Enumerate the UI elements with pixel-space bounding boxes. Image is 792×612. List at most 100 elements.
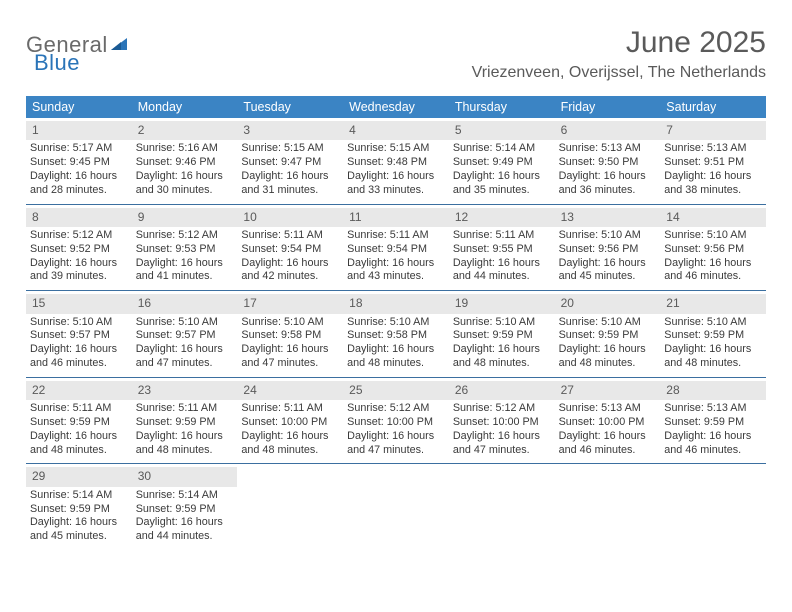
daylight-text-2: and 48 minutes. [347, 357, 445, 371]
daylight-text-2: and 38 minutes. [664, 184, 762, 198]
day-number: 27 [555, 381, 661, 400]
page-header: General Blue June 2025 Vriezenveen, Over… [26, 26, 766, 82]
sunrise-text: Sunrise: 5:10 AM [664, 229, 762, 243]
daylight-text-2: and 41 minutes. [136, 270, 234, 284]
day-number: 16 [132, 294, 238, 313]
sunrise-text: Sunrise: 5:10 AM [559, 229, 657, 243]
calendar-day-empty [237, 464, 343, 550]
day-number: 21 [660, 294, 766, 313]
sunset-text: Sunset: 9:46 PM [136, 156, 234, 170]
daylight-text-1: Daylight: 16 hours [30, 257, 128, 271]
sunrise-text: Sunrise: 5:17 AM [30, 142, 128, 156]
day-number: 29 [26, 467, 132, 486]
sunset-text: Sunset: 9:57 PM [136, 329, 234, 343]
calendar-day: 7Sunrise: 5:13 AMSunset: 9:51 PMDaylight… [660, 118, 766, 204]
daylight-text-2: and 43 minutes. [347, 270, 445, 284]
calendar-day: 28Sunrise: 5:13 AMSunset: 9:59 PMDayligh… [660, 378, 766, 464]
sunset-text: Sunset: 9:58 PM [241, 329, 339, 343]
sunset-text: Sunset: 9:55 PM [453, 243, 551, 257]
calendar-day-empty [660, 464, 766, 550]
daylight-text-1: Daylight: 16 hours [347, 430, 445, 444]
daylight-text-2: and 48 minutes. [559, 357, 657, 371]
calendar-day: 26Sunrise: 5:12 AMSunset: 10:00 PMDaylig… [449, 378, 555, 464]
daylight-text-1: Daylight: 16 hours [241, 170, 339, 184]
calendar-day: 16Sunrise: 5:10 AMSunset: 9:57 PMDayligh… [132, 291, 238, 377]
sunrise-text: Sunrise: 5:12 AM [30, 229, 128, 243]
calendar-day: 14 Sunrise: 5:10 AMSunset: 9:56 PMDayligh… [660, 205, 766, 291]
daylight-text-2: and 45 minutes. [559, 270, 657, 284]
sunrise-text: Sunrise: 5:11 AM [453, 229, 551, 243]
day-number: 18 [343, 294, 449, 313]
day-number: 10 [237, 208, 343, 227]
sunset-text: Sunset: 9:56 PM [664, 243, 762, 257]
day-number: 14 [660, 208, 766, 227]
sunset-text: Sunset: 9:59 PM [664, 329, 762, 343]
day-number: 2 [132, 121, 238, 140]
day-number: 11 [343, 208, 449, 227]
daylight-text-1: Daylight: 16 hours [664, 257, 762, 271]
daylight-text-1: Daylight: 16 hours [241, 257, 339, 271]
sunset-text: Sunset: 10:00 PM [347, 416, 445, 430]
daylight-text-1: Daylight: 16 hours [559, 170, 657, 184]
sunrise-text: Sunrise: 5:10 AM [347, 316, 445, 330]
day-number: 24 [237, 381, 343, 400]
day-number: 7 [660, 121, 766, 140]
sunrise-text: Sunrise: 5:10 AM [559, 316, 657, 330]
daylight-text-1: Daylight: 16 hours [136, 430, 234, 444]
sunrise-text: Sunrise: 5:14 AM [453, 142, 551, 156]
sunrise-text: Sunrise: 5:13 AM [559, 142, 657, 156]
daylight-text-2: and 46 minutes. [664, 270, 762, 284]
calendar-day: 24Sunrise: 5:11 AMSunset: 10:00 PMDaylig… [237, 378, 343, 464]
daylight-text-2: and 47 minutes. [453, 444, 551, 458]
daylight-text-1: Daylight: 16 hours [347, 343, 445, 357]
day-number: 9 [132, 208, 238, 227]
sunset-text: Sunset: 9:47 PM [241, 156, 339, 170]
title-block: June 2025 Vriezenveen, Overijssel, The N… [472, 26, 766, 82]
daylight-text-2: and 47 minutes. [241, 357, 339, 371]
daylight-text-1: Daylight: 16 hours [559, 343, 657, 357]
sunset-text: Sunset: 9:53 PM [136, 243, 234, 257]
sunrise-text: Sunrise: 5:10 AM [136, 316, 234, 330]
sunrise-text: Sunrise: 5:14 AM [30, 489, 128, 503]
daylight-text-1: Daylight: 16 hours [136, 257, 234, 271]
calendar-day: 18Sunrise: 5:10 AMSunset: 9:58 PMDayligh… [343, 291, 449, 377]
sunrise-text: Sunrise: 5:13 AM [664, 402, 762, 416]
daylight-text-1: Daylight: 16 hours [30, 430, 128, 444]
day-number: 23 [132, 381, 238, 400]
day-number: 22 [26, 381, 132, 400]
calendar-day: 20Sunrise: 5:10 AMSunset: 9:59 PMDayligh… [555, 291, 661, 377]
calendar-day: 8Sunrise: 5:12 AMSunset: 9:52 PMDaylight… [26, 205, 132, 291]
daylight-text-2: and 33 minutes. [347, 184, 445, 198]
daylight-text-2: and 28 minutes. [30, 184, 128, 198]
sunrise-text: Sunrise: 5:12 AM [136, 229, 234, 243]
daylight-text-1: Daylight: 16 hours [241, 343, 339, 357]
calendar-page: General Blue June 2025 Vriezenveen, Over… [0, 0, 792, 550]
daylight-text-2: and 31 minutes. [241, 184, 339, 198]
logo-text-blue-wrap: Blue [34, 50, 80, 76]
daylight-text-2: and 46 minutes. [664, 444, 762, 458]
weekday-monday: Monday [132, 96, 238, 118]
weekday-tuesday: Tuesday [237, 96, 343, 118]
day-number: 13 [555, 208, 661, 227]
calendar-day: 22Sunrise: 5:11 AMSunset: 9:59 PMDayligh… [26, 378, 132, 464]
calendar-day: 23Sunrise: 5:11 AMSunset: 9:59 PMDayligh… [132, 378, 238, 464]
day-number: 15 [26, 294, 132, 313]
calendar-body: 1Sunrise: 5:17 AMSunset: 9:45 PMDaylight… [26, 118, 766, 550]
calendar-day-empty [343, 464, 449, 550]
calendar-day: 30Sunrise: 5:14 AMSunset: 9:59 PMDayligh… [132, 464, 238, 550]
sunset-text: Sunset: 10:00 PM [241, 416, 339, 430]
daylight-text-2: and 36 minutes. [559, 184, 657, 198]
sunrise-text: Sunrise: 5:15 AM [347, 142, 445, 156]
daylight-text-1: Daylight: 16 hours [453, 430, 551, 444]
daylight-text-1: Daylight: 16 hours [30, 516, 128, 530]
daylight-text-1: Daylight: 16 hours [241, 430, 339, 444]
day-number: 1 [26, 121, 132, 140]
calendar-day: 1Sunrise: 5:17 AMSunset: 9:45 PMDaylight… [26, 118, 132, 204]
day-number: 3 [237, 121, 343, 140]
sunrise-text: Sunrise: 5:16 AM [136, 142, 234, 156]
calendar-day: 11Sunrise: 5:11 AMSunset: 9:54 PMDayligh… [343, 205, 449, 291]
calendar-day: 10Sunrise: 5:11 AMSunset: 9:54 PMDayligh… [237, 205, 343, 291]
daylight-text-1: Daylight: 16 hours [347, 170, 445, 184]
daylight-text-2: and 45 minutes. [30, 530, 128, 544]
day-number: 6 [555, 121, 661, 140]
